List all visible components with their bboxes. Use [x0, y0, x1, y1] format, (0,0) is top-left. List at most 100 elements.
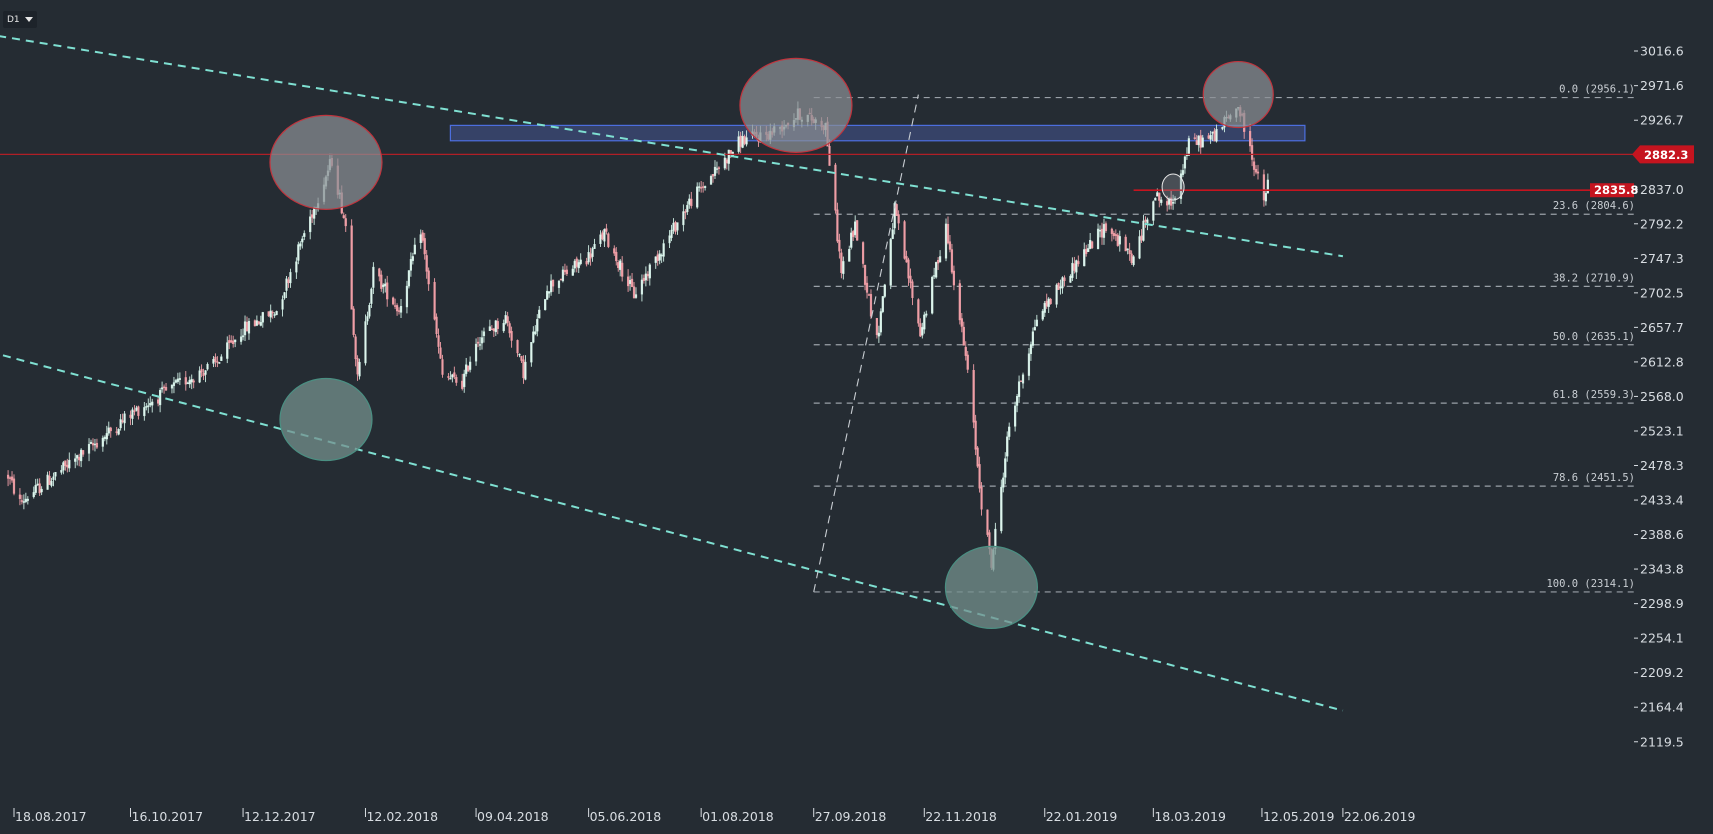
candle-body [378, 268, 381, 277]
candle-body [686, 205, 689, 213]
candle-body [178, 378, 181, 380]
candle-body [743, 136, 746, 144]
y-tick-label: 2119.5 [1640, 734, 1684, 749]
candle-body [741, 136, 744, 148]
candle-body [986, 509, 989, 535]
candle-body [605, 228, 608, 232]
candle-body [559, 278, 563, 281]
candle-body [1087, 248, 1090, 253]
candle-body [198, 370, 201, 383]
fib-level-label: 78.6 (2451.5) [1553, 472, 1635, 484]
price-badges: 2882.3 2835.8 [1590, 145, 1694, 198]
candle-body [516, 340, 519, 354]
candle-body [865, 282, 869, 293]
candle-body [494, 320, 497, 333]
candle-body [861, 242, 865, 264]
candle-body [1021, 374, 1025, 384]
candle-body [704, 186, 707, 188]
candle-body [103, 437, 106, 439]
candle-body [520, 355, 523, 361]
x-tick-label: 12.12.2017 [244, 809, 316, 824]
candle-body [1140, 235, 1143, 241]
chevron-down-icon [25, 17, 33, 22]
y-tick-label: 2433.4 [1640, 493, 1684, 508]
candle-body [226, 342, 229, 359]
y-tick-label: 2254.1 [1640, 631, 1684, 646]
candle-body [162, 386, 166, 389]
candle-body [188, 379, 191, 385]
candle-body [607, 233, 610, 247]
candle-body [905, 256, 908, 263]
candle-body [342, 215, 345, 219]
candle-body [22, 501, 25, 503]
candle-body [455, 377, 458, 383]
candle-body [186, 382, 189, 385]
candle-body [879, 311, 882, 333]
candle-body [561, 269, 565, 282]
candle-body [1043, 302, 1046, 313]
candle-body [1160, 199, 1163, 203]
candle-body [247, 321, 251, 334]
candle-body [447, 376, 450, 378]
candle-body [504, 315, 507, 324]
y-tick-label: 2971.6 [1640, 78, 1684, 93]
candle-body [255, 320, 258, 326]
candle-body [123, 413, 126, 424]
candle-body [297, 244, 300, 261]
x-tick-label: 18.08.2017 [15, 809, 87, 824]
timeframe-select[interactable]: D1 [3, 11, 37, 28]
candle-body [549, 280, 553, 293]
candle-body [423, 238, 426, 255]
candle-body [52, 476, 55, 480]
candle-body [74, 458, 77, 462]
x-tick-label: 05.06.2018 [590, 809, 662, 824]
candle-body [427, 270, 430, 285]
candle-body [1124, 236, 1127, 252]
highlight-ellipse-top [739, 57, 853, 153]
candle-body [449, 378, 452, 380]
y-tick-label: 2702.5 [1640, 285, 1684, 300]
y-tick-label: 2388.6 [1640, 527, 1684, 542]
candle-body [508, 323, 511, 334]
candle-body [976, 447, 979, 467]
candle-body [1254, 169, 1258, 173]
candle-body [269, 310, 272, 318]
candle-body [239, 336, 243, 342]
candle-body [1183, 156, 1187, 169]
candle-body [737, 136, 740, 152]
highlight-ellipses [269, 57, 1274, 629]
candle-body [852, 231, 855, 237]
candle-body [1209, 134, 1212, 140]
candle-body [32, 492, 35, 498]
fib-level-label: 100.0 (2314.1) [1546, 578, 1635, 590]
candle-body [723, 157, 726, 169]
candle-body [18, 494, 22, 499]
candle-body [964, 346, 967, 356]
candle-body [1000, 486, 1003, 532]
candle-body [461, 380, 464, 389]
candle-body [889, 239, 892, 286]
candle-body [490, 328, 493, 331]
candle-body [245, 321, 249, 332]
candle-body [684, 211, 687, 213]
y-tick-label: 2209.2 [1640, 665, 1684, 680]
candle-body [522, 359, 525, 379]
candle-body [506, 316, 509, 323]
candle-body [648, 264, 651, 279]
candle-body [593, 244, 596, 249]
fib-level-label: 0.0 (2956.1) [1559, 84, 1635, 96]
candle-body [230, 340, 233, 343]
candle-body [863, 264, 867, 285]
current-price-badge [1632, 145, 1694, 164]
candle-body [95, 442, 99, 448]
candle-body [137, 406, 140, 416]
candle-body [78, 457, 81, 461]
candle-body [26, 498, 29, 501]
candle-body [384, 283, 387, 287]
candle-body [698, 186, 701, 188]
candle-body [563, 270, 567, 273]
candle-body [405, 285, 409, 308]
candle-body [1142, 220, 1145, 241]
